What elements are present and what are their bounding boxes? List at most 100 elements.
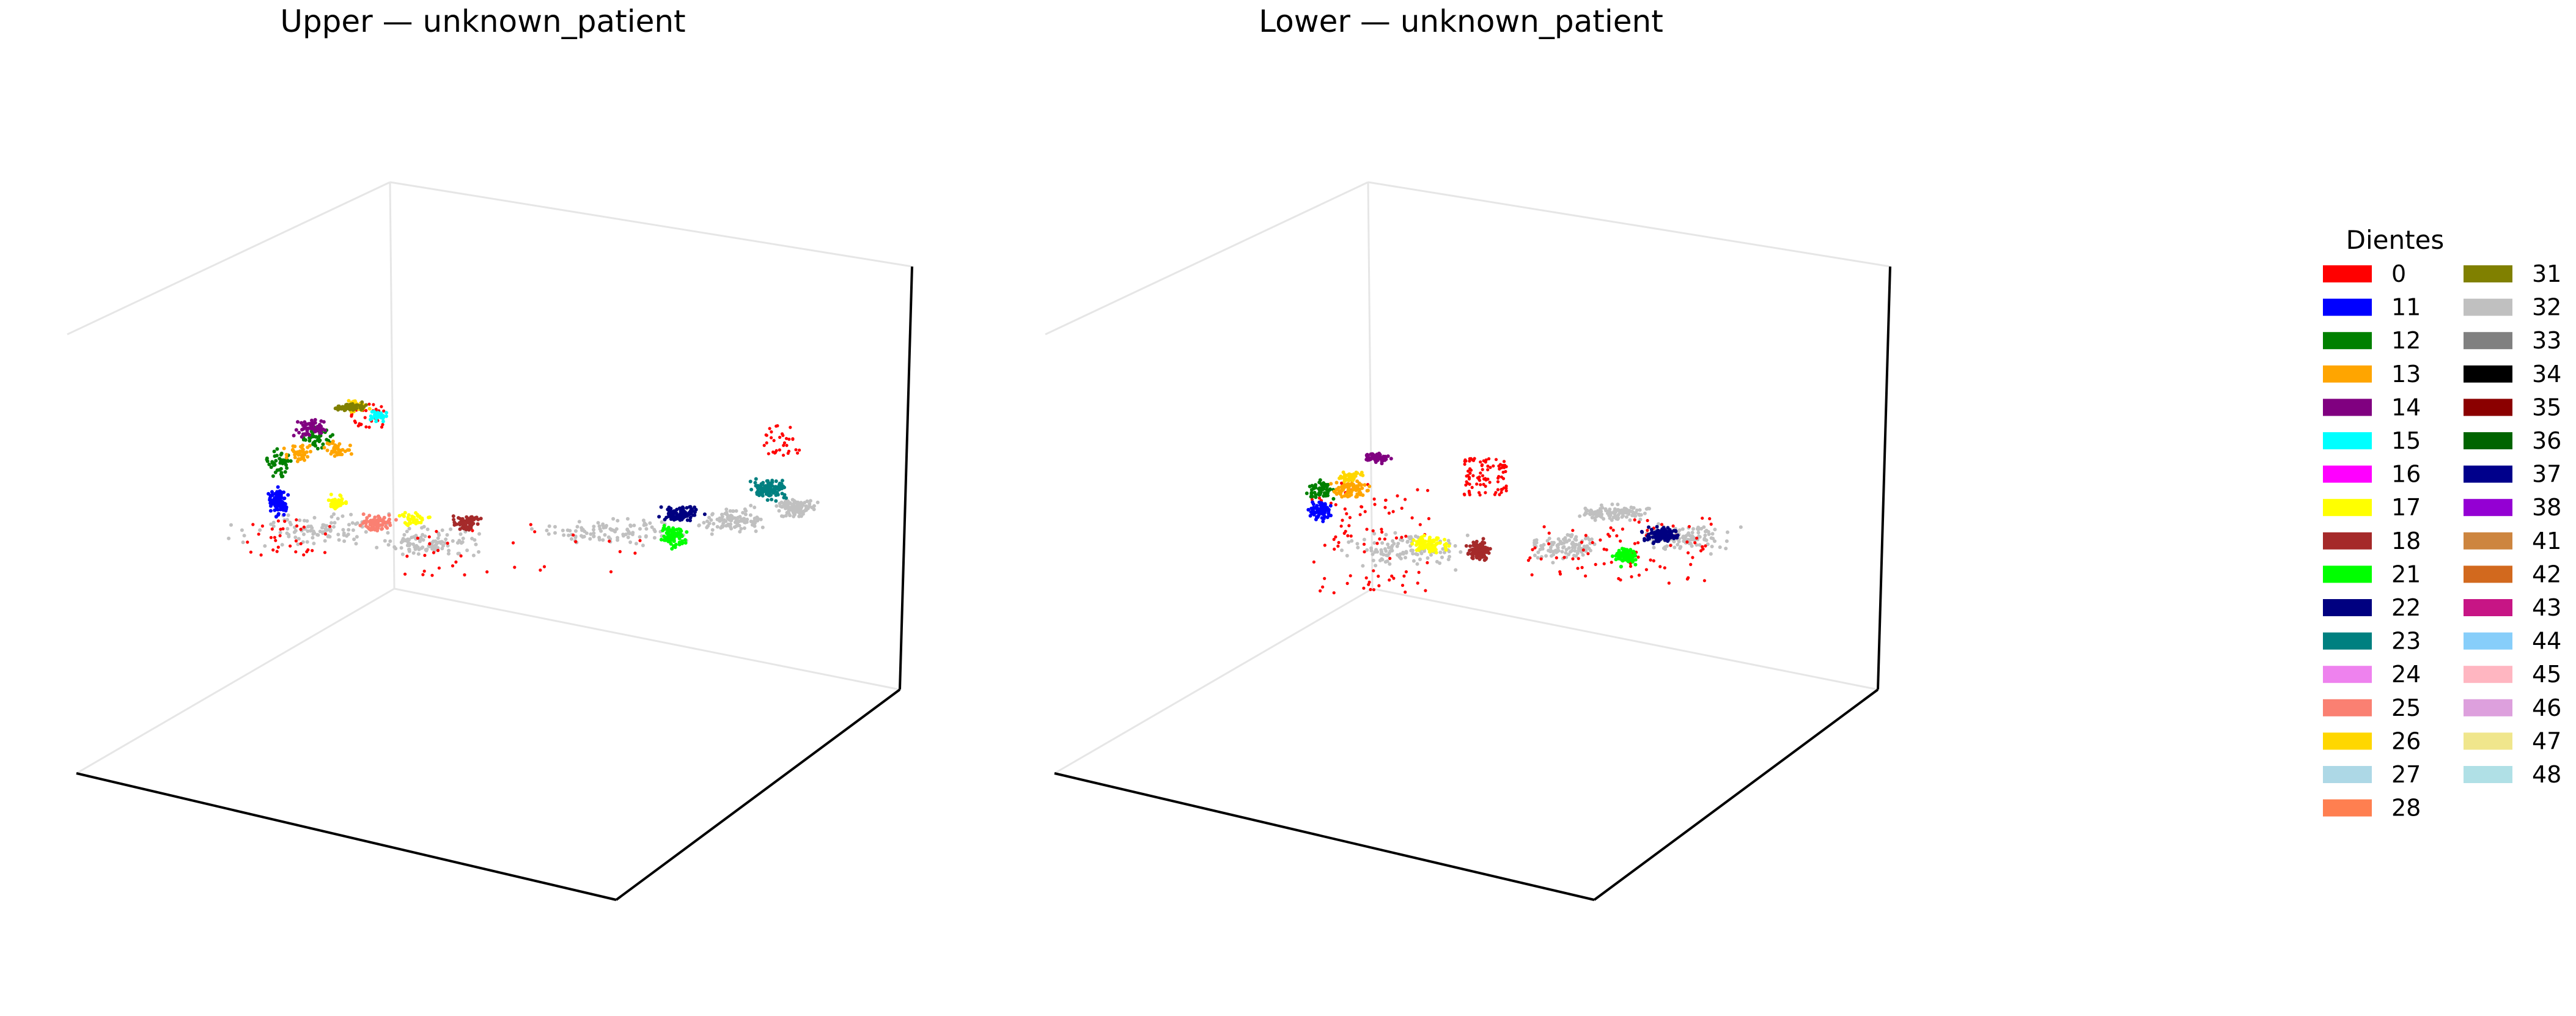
point-tooth-25 <box>370 525 374 529</box>
point-tooth-32 <box>810 506 814 510</box>
point-tooth-32 <box>596 521 600 525</box>
point-tooth-0 <box>463 573 466 577</box>
point-tooth-32 <box>728 509 732 513</box>
point-tooth-32 <box>743 512 748 517</box>
point-tooth-13 <box>1355 479 1360 484</box>
point-tooth-17 <box>1443 543 1447 547</box>
point-tooth-23 <box>759 490 763 495</box>
point-tooth-32 <box>750 523 754 527</box>
cluster-tooth-22 <box>657 505 707 523</box>
point-tooth-32 <box>1383 560 1388 564</box>
point-tooth-32 <box>759 517 763 521</box>
point-tooth-0 <box>1373 502 1377 506</box>
point-tooth-32 <box>311 536 315 540</box>
point-tooth-17 <box>420 516 424 520</box>
point-tooth-23 <box>756 489 760 493</box>
point-tooth-0 <box>363 416 367 419</box>
point-tooth-32 <box>608 527 613 531</box>
legend-label-47: 47 <box>2532 727 2561 754</box>
point-tooth-13 <box>1334 487 1339 491</box>
point-tooth-18 <box>452 518 456 521</box>
point-tooth-32 <box>457 551 461 556</box>
legend-swatch-41 <box>2464 532 2512 550</box>
point-tooth-32 <box>1585 544 1589 548</box>
point-tooth-0 <box>1636 555 1640 559</box>
point-tooth-0 <box>1584 534 1588 537</box>
point-tooth-13 <box>293 452 297 457</box>
point-tooth-32 <box>1560 550 1564 554</box>
point-tooth-14 <box>1377 451 1381 455</box>
point-tooth-13 <box>1354 495 1358 499</box>
point-tooth-32 <box>737 523 742 528</box>
point-tooth-32 <box>1429 553 1433 557</box>
point-tooth-32 <box>1559 540 1563 545</box>
point-tooth-32 <box>815 500 820 504</box>
point-tooth-11 <box>282 490 286 495</box>
point-tooth-21 <box>1622 558 1626 562</box>
point-tooth-32 <box>430 543 435 548</box>
point-tooth-32 <box>1373 550 1377 554</box>
point-tooth-12 <box>308 436 312 440</box>
point-tooth-12 <box>1309 491 1314 496</box>
point-tooth-32 <box>1387 551 1391 556</box>
point-tooth-0 <box>372 403 375 407</box>
point-tooth-18 <box>1484 550 1489 554</box>
point-tooth-32 <box>652 528 657 532</box>
point-tooth-32 <box>1589 508 1593 512</box>
point-tooth-32 <box>799 507 803 511</box>
point-tooth-0 <box>1486 468 1490 472</box>
point-tooth-32 <box>1556 542 1561 547</box>
cluster-tooth-0 <box>1310 457 1713 595</box>
point-tooth-14 <box>310 418 314 422</box>
point-tooth-32 <box>1698 535 1702 539</box>
point-tooth-0 <box>618 550 622 554</box>
point-tooth-12 <box>275 447 279 451</box>
point-tooth-0 <box>1687 525 1691 528</box>
legend-swatch-48 <box>2464 766 2512 783</box>
point-tooth-17 <box>338 493 342 498</box>
point-tooth-0 <box>1477 491 1481 495</box>
point-tooth-0 <box>1369 587 1372 592</box>
point-tooth-32 <box>1676 543 1680 547</box>
point-tooth-23 <box>748 479 753 484</box>
point-tooth-32 <box>407 526 411 531</box>
point-tooth-26 <box>1348 473 1352 477</box>
point-tooth-32 <box>741 510 745 515</box>
point-tooth-32 <box>1599 513 1603 517</box>
point-tooth-32 <box>707 521 712 526</box>
point-tooth-17 <box>1434 551 1438 554</box>
upper-panel-title: Upper — unknown_patient <box>280 4 685 39</box>
point-tooth-32 <box>1365 548 1369 552</box>
point-tooth-32 <box>1556 537 1561 541</box>
point-tooth-17 <box>427 515 430 520</box>
point-tooth-21 <box>675 528 679 532</box>
point-tooth-13 <box>300 457 304 461</box>
point-tooth-14 <box>307 432 311 436</box>
point-tooth-32 <box>416 552 421 556</box>
point-tooth-32 <box>447 548 451 553</box>
point-tooth-0 <box>1701 545 1704 549</box>
point-tooth-14 <box>1386 454 1390 458</box>
point-tooth-0 <box>778 448 781 452</box>
point-tooth-0 <box>1671 524 1675 528</box>
point-tooth-32 <box>718 519 722 523</box>
point-tooth-14 <box>1376 455 1380 460</box>
legend-item-24: 24 <box>2323 661 2421 688</box>
point-tooth-0 <box>1498 467 1501 471</box>
point-tooth-0 <box>1586 552 1590 556</box>
point-tooth-0 <box>421 573 425 576</box>
point-tooth-17 <box>340 497 344 501</box>
point-tooth-32 <box>305 540 309 544</box>
point-tooth-31 <box>336 408 340 412</box>
point-tooth-11 <box>270 490 274 494</box>
point-tooth-0 <box>1605 548 1608 551</box>
point-tooth-15 <box>381 419 385 424</box>
point-tooth-12 <box>314 435 318 439</box>
point-tooth-32 <box>1606 511 1610 515</box>
point-tooth-32 <box>808 502 812 506</box>
point-tooth-32 <box>288 520 292 525</box>
legend-item-17: 17 <box>2323 494 2421 521</box>
legend-swatch-47 <box>2464 732 2512 750</box>
point-tooth-32 <box>1706 530 1710 534</box>
point-tooth-32 <box>1340 548 1344 553</box>
